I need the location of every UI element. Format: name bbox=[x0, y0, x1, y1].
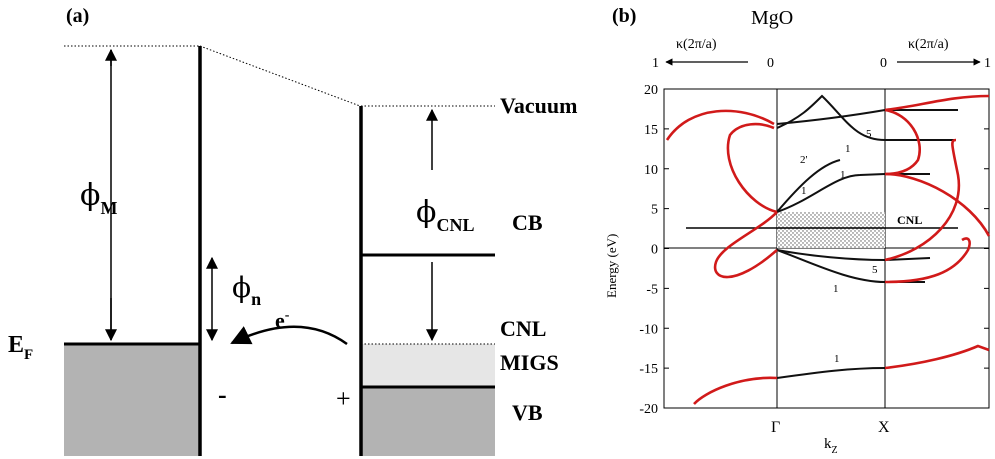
chart-title: MgO bbox=[751, 7, 793, 29]
band-label: 5 bbox=[866, 128, 872, 140]
band-label: 1 bbox=[834, 353, 840, 365]
real-band bbox=[776, 367, 886, 379]
migs-region bbox=[361, 344, 495, 387]
vacuum-label: Vacuum bbox=[500, 93, 577, 118]
y-tick-label: 5 bbox=[651, 203, 658, 218]
interface-charge-minus: - bbox=[218, 380, 227, 409]
metal-filled-states bbox=[64, 344, 200, 456]
complex-bands bbox=[665, 94, 991, 405]
kappa-right-tick-0: 0 bbox=[880, 56, 887, 71]
real-band bbox=[776, 94, 956, 141]
x-tick-x: X bbox=[878, 419, 890, 436]
electron-label: e- bbox=[275, 308, 290, 333]
kappa-right-label: κ(2π/a) bbox=[908, 37, 949, 52]
complex-band bbox=[884, 172, 991, 237]
band-label: 1 bbox=[833, 283, 839, 295]
real-band bbox=[776, 249, 925, 283]
kappa-left-tick-1: 1 bbox=[652, 56, 659, 71]
phi-cnl-label: ϕCNL bbox=[416, 195, 474, 235]
cb-label: CB bbox=[512, 210, 543, 235]
y-tick-label: -20 bbox=[639, 402, 658, 417]
interface-charge-plus: + bbox=[336, 384, 351, 413]
migs-label: MIGS bbox=[500, 350, 559, 375]
complex-band bbox=[884, 138, 961, 262]
panel-a: (a) ϕM EF ϕn e- - + bbox=[8, 5, 577, 456]
complex-band bbox=[884, 94, 990, 112]
vb-label: VB bbox=[512, 400, 543, 425]
real-band bbox=[776, 249, 931, 262]
real-band bbox=[776, 159, 841, 213]
y-tick-label: 10 bbox=[644, 163, 658, 178]
cnl-energy-label: CNL bbox=[897, 213, 922, 227]
gap-shading bbox=[777, 212, 885, 248]
y-tick-label: -15 bbox=[639, 362, 658, 377]
real-bands bbox=[776, 94, 958, 379]
panel-b-label: (b) bbox=[612, 5, 636, 27]
y-tick-label: 20 bbox=[644, 83, 658, 98]
y-tick-label: 0 bbox=[651, 243, 658, 258]
complex-band bbox=[713, 211, 778, 279]
x-tick-gamma: Γ bbox=[771, 419, 780, 436]
band-label: 5 bbox=[872, 264, 878, 276]
phi-m-label: ϕM bbox=[80, 178, 117, 218]
band-label: 1 bbox=[801, 185, 807, 197]
kappa-left-tick-0: 0 bbox=[767, 56, 774, 71]
complex-band bbox=[726, 122, 778, 214]
band-label: 1 bbox=[845, 143, 851, 155]
phi-n-label: ϕn bbox=[232, 271, 261, 309]
electron-transfer-arrow bbox=[230, 325, 348, 346]
valence-band-fill bbox=[361, 387, 495, 456]
complex-band bbox=[693, 376, 778, 405]
complex-band bbox=[665, 109, 775, 141]
y-tick-label: -5 bbox=[646, 282, 658, 297]
kappa-right-tick-1: 1 bbox=[984, 56, 991, 71]
x-axis-label: kZ bbox=[824, 436, 838, 456]
y-axis-label: Energy (eV) bbox=[604, 234, 619, 298]
panel-b: (b) MgO κ(2π/a) κ(2π/a) 1 0 0 1 CNL 2015… bbox=[604, 5, 991, 456]
real-band bbox=[776, 109, 958, 125]
fermi-level-label: EF bbox=[8, 332, 33, 363]
kappa-left-label: κ(2π/a) bbox=[676, 37, 717, 52]
band-label: 1 bbox=[840, 169, 846, 181]
complex-band bbox=[884, 237, 971, 284]
vacuum-level-slope bbox=[199, 45, 361, 107]
y-tick-label: 15 bbox=[644, 123, 658, 138]
band-label: 2' bbox=[800, 154, 808, 166]
real-band bbox=[776, 173, 930, 213]
complex-band bbox=[884, 108, 921, 176]
complex-band bbox=[884, 344, 990, 370]
y-tick-label: -10 bbox=[639, 322, 658, 337]
panel-a-label: (a) bbox=[66, 5, 89, 27]
cnl-label: CNL bbox=[500, 316, 546, 341]
